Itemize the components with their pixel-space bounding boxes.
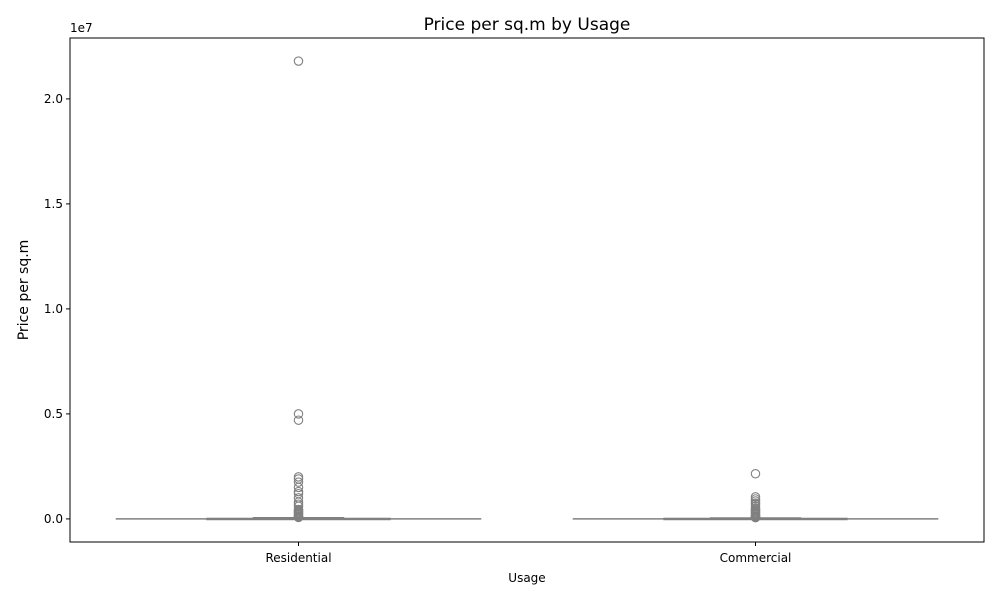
outlier-point [293,482,304,493]
chart-title: Price per sq.m by Usage [424,15,631,35]
outlier-point [293,415,304,425]
y-offset-label: 1e7 [70,21,93,35]
x-axis-label: Usage [508,571,545,585]
y-tick-label: 1.5 [44,197,63,211]
outlier-point [293,409,304,419]
y-tick-label: 2.0 [44,92,63,106]
y-tick-label: 0.0 [44,512,63,526]
outlier-point [293,512,304,523]
x-tick-label: Residential [265,551,331,565]
x-tick-label: Commercial [720,551,792,565]
outlier-point [750,512,761,523]
plot-frame [69,37,985,543]
y-axis-label: Price per sq.m [16,240,32,341]
plot-area [115,56,939,523]
outlier-point [750,468,761,479]
y-tick-label: 0.5 [44,407,63,421]
y-tick-label: 1.0 [44,302,63,316]
outlier-point [293,477,304,487]
outlier-point [293,56,304,66]
